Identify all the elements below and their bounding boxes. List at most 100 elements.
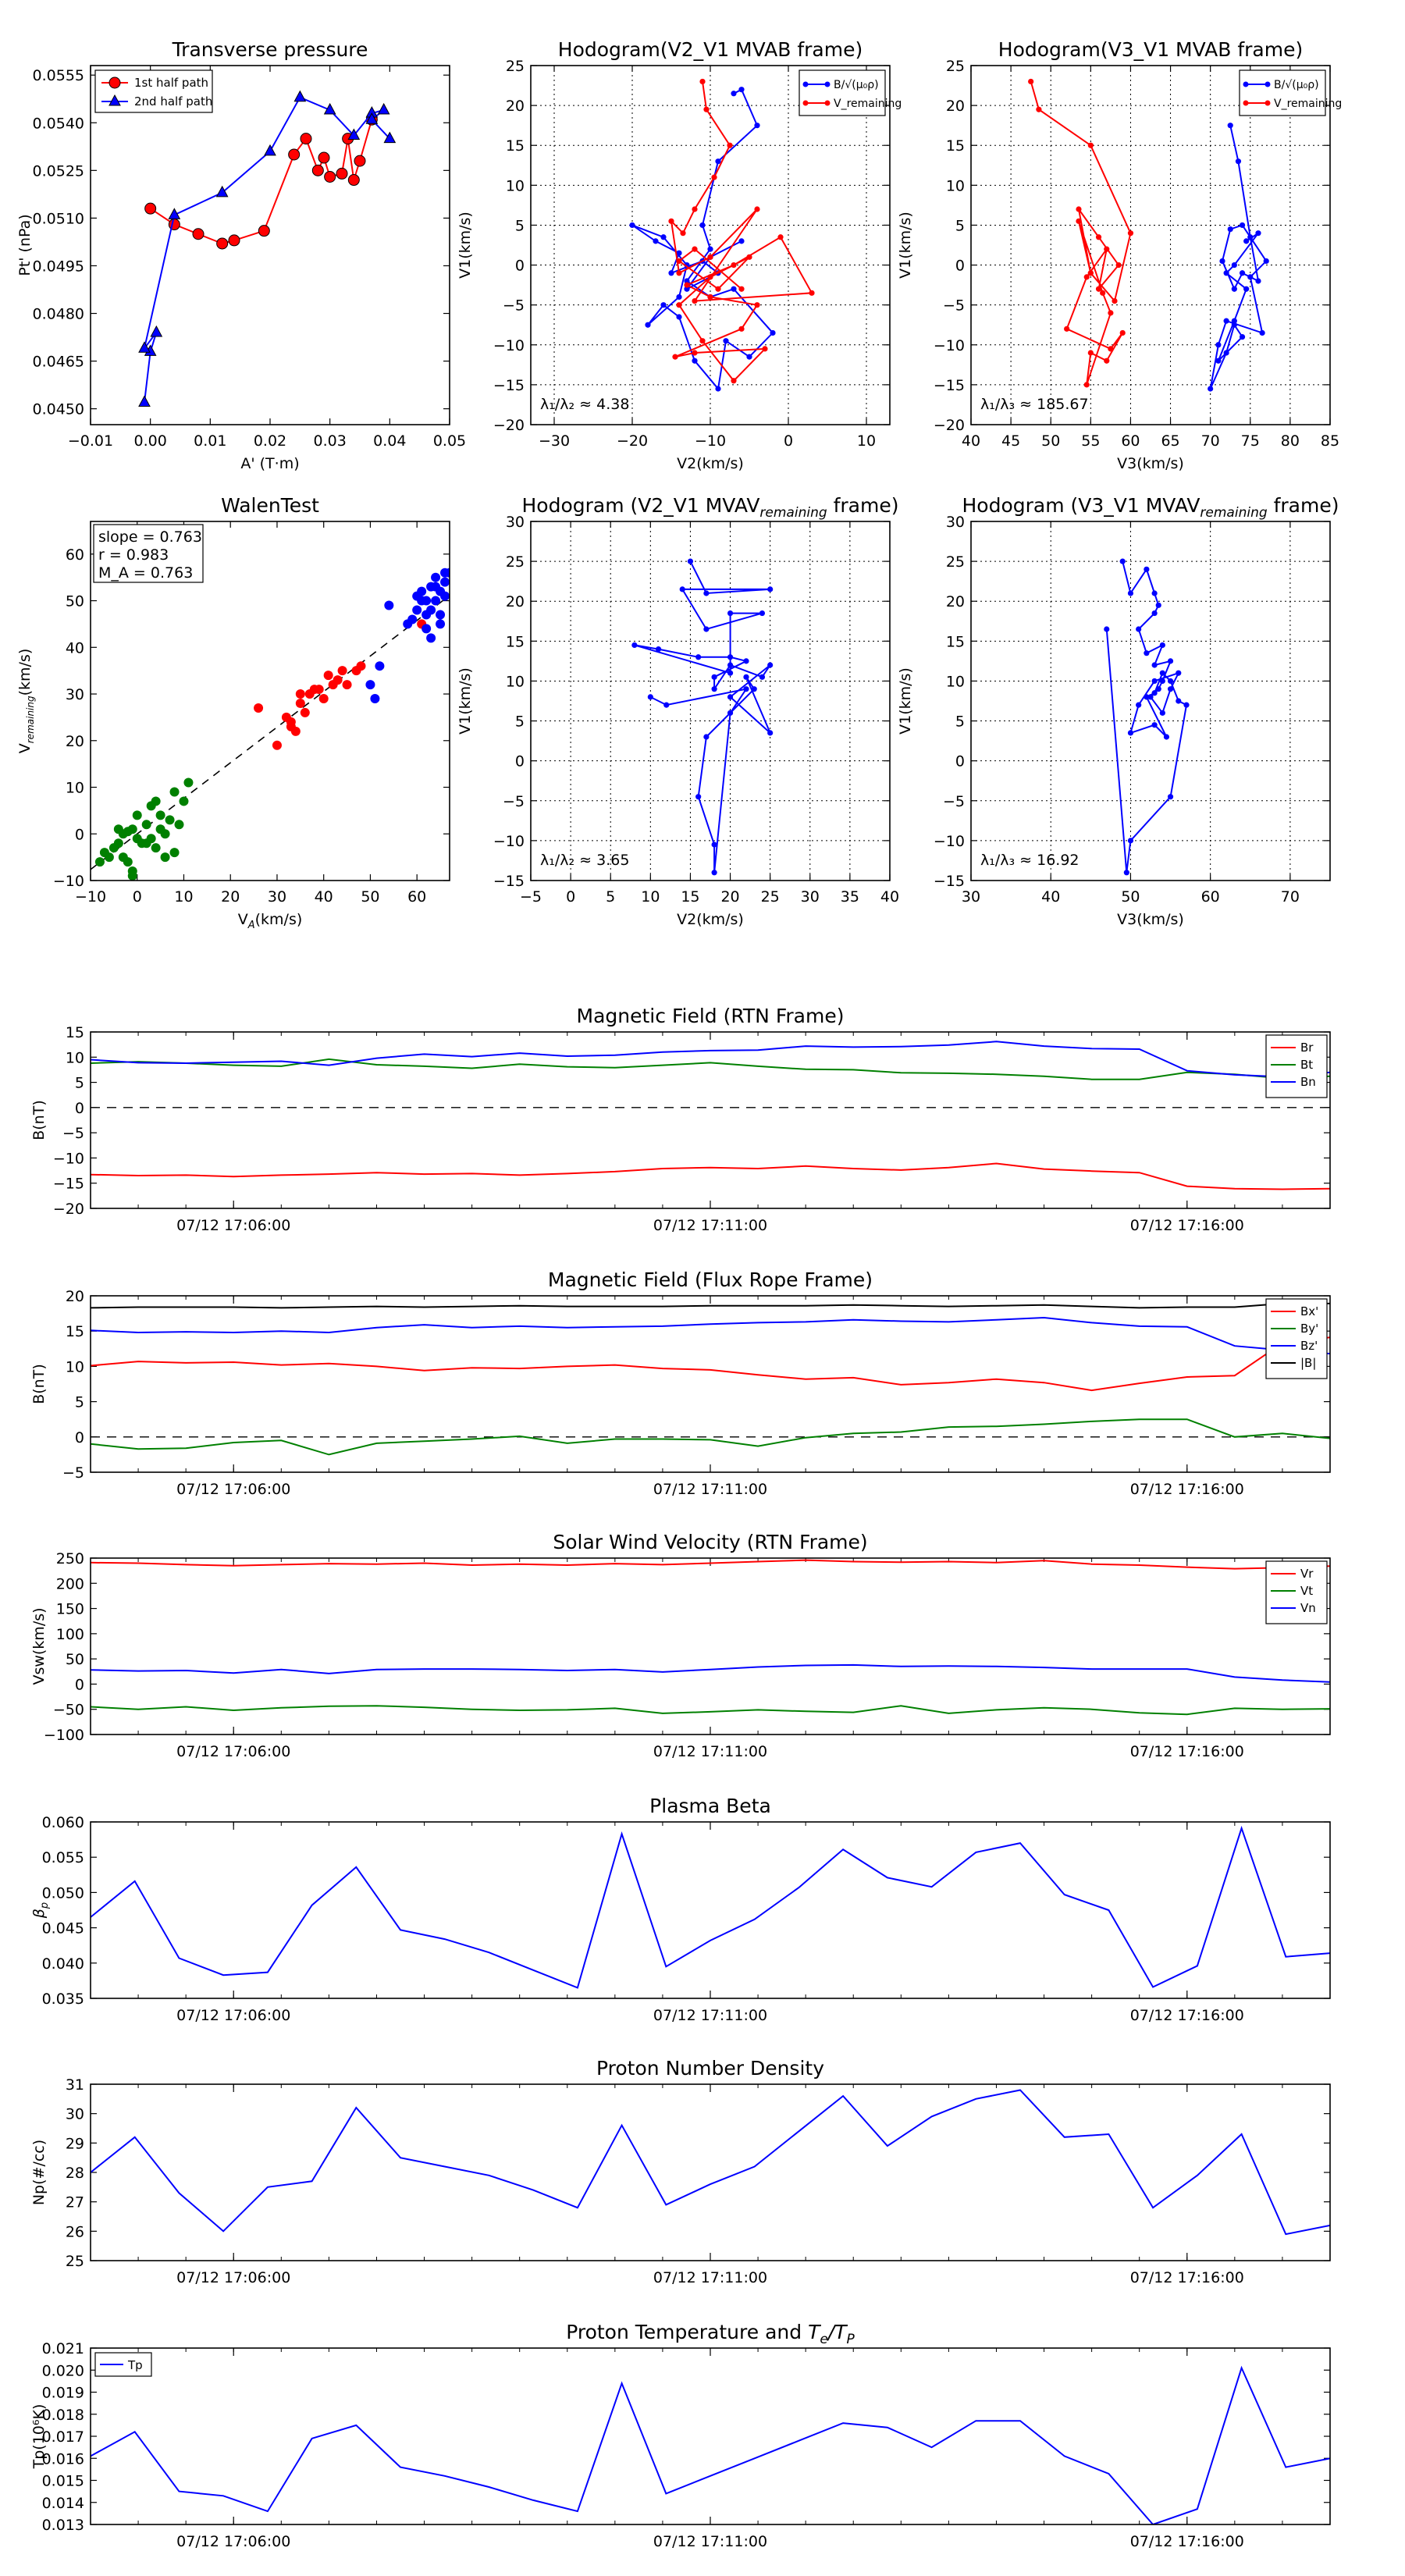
x-tick-label: 40 — [962, 432, 980, 450]
series-line-Bn — [91, 1041, 1330, 1078]
data-point — [1104, 358, 1110, 364]
label-part: β — [30, 1909, 48, 1919]
series-line-B — [1105, 560, 1188, 873]
data-point — [668, 270, 674, 276]
x-tick-label: 60 — [407, 888, 426, 906]
data-point — [192, 228, 205, 240]
y-axis-label: Pt' (nPa) — [16, 214, 34, 276]
y-axis-label: V1(km/s) — [457, 212, 474, 279]
x-tick-label: 30 — [268, 888, 286, 906]
plot-area — [1104, 558, 1190, 876]
data-point — [375, 661, 385, 671]
y-tick-label: 30 — [946, 514, 965, 531]
x-tick-label: 07/12 17:16:00 — [1130, 2533, 1244, 2550]
y-tick-label: 5 — [515, 217, 525, 234]
legend-label: Bz' — [1300, 1339, 1318, 1353]
y-tick-label: 150 — [56, 1601, 84, 1618]
x-tick-label: 20 — [720, 888, 739, 906]
data-point — [1176, 698, 1182, 704]
legend-marker — [108, 76, 121, 89]
data-point — [1147, 694, 1154, 700]
data-point — [1151, 722, 1158, 728]
data-point — [692, 358, 698, 364]
data-point — [1104, 246, 1110, 252]
data-point — [113, 838, 123, 849]
data-point — [707, 254, 713, 260]
y-tick-label: 20 — [66, 1288, 84, 1305]
data-point — [1231, 318, 1237, 324]
plot-area — [91, 2089, 1330, 2236]
data-point — [288, 148, 301, 161]
data-point — [738, 286, 745, 292]
y-tick-label: 20 — [946, 98, 965, 115]
panel-np: Proton Number Density 25 26 27 28 29 30 31 07/12… — [30, 2057, 1331, 2286]
data-point — [1119, 558, 1126, 564]
y-tick-label: 0.013 — [42, 2517, 84, 2534]
title-subscript: remaining — [1200, 505, 1267, 521]
data-point — [342, 680, 352, 690]
y-tick-label: 0.021 — [42, 2340, 84, 2357]
stats-line: r = 0.983 — [98, 546, 169, 564]
data-point — [1155, 686, 1161, 692]
series-line-V_remaining — [1030, 81, 1132, 386]
data-point — [695, 654, 702, 660]
x-tick-label: 0 — [784, 432, 793, 450]
x-tick-label: 07/12 17:11:00 — [653, 2533, 767, 2550]
legend-label: B/√(μ₀ρ) — [1274, 79, 1319, 91]
data-point — [365, 112, 379, 124]
data-point — [1208, 386, 1214, 392]
x-tick-label: 07/12 17:06:00 — [176, 2007, 290, 2024]
legend-label: Bx' — [1300, 1304, 1318, 1318]
data-point — [727, 142, 733, 148]
y-axis-label: Vremaining(km/s) — [16, 649, 36, 754]
data-point — [668, 218, 674, 224]
x-tick-label: 20 — [221, 888, 240, 906]
data-point — [746, 254, 752, 260]
data-point — [1259, 329, 1265, 336]
data-point — [215, 185, 229, 197]
y-tick-label: 0 — [515, 753, 525, 770]
title-part: /T — [827, 2321, 848, 2343]
x-tick-label: 07/12 17:16:00 — [1130, 1481, 1244, 1498]
legend-marker — [1264, 81, 1271, 87]
data-point — [314, 685, 324, 695]
data-point — [127, 824, 137, 834]
legend-label: Vr — [1300, 1567, 1314, 1581]
legend-label: By' — [1300, 1322, 1318, 1336]
data-point — [323, 671, 333, 681]
x-axis-label: A' (T·m) — [240, 455, 299, 472]
x-tick-label: 07/12 17:06:00 — [176, 1481, 290, 1498]
data-point — [727, 694, 734, 700]
data-point — [660, 234, 667, 240]
x-tick-label: 0.03 — [314, 432, 347, 450]
y-tick-label: 26 — [66, 2223, 84, 2240]
series-line-Np — [91, 2089, 1330, 2236]
data-point — [1151, 678, 1158, 685]
data-point — [767, 662, 774, 668]
y-tick-label: 10 — [946, 177, 965, 194]
data-point — [384, 600, 394, 610]
data-point — [300, 133, 312, 145]
axes-frame — [530, 521, 891, 881]
data-point — [731, 91, 737, 97]
x-tick-label: −5 — [520, 888, 542, 906]
data-point — [440, 591, 450, 601]
chart-title: Magnetic Field (Flux Rope Frame) — [548, 1268, 873, 1291]
data-point — [1119, 329, 1126, 336]
data-point — [703, 626, 710, 632]
data-point — [1076, 206, 1082, 212]
data-point — [370, 694, 380, 704]
x-tick-label: 70 — [1281, 888, 1300, 906]
y-tick-label: 0.014 — [42, 2495, 84, 2512]
y-tick-label: −5 — [503, 297, 525, 315]
data-point — [1176, 670, 1182, 676]
data-point — [1159, 710, 1165, 716]
x-tick-label: 40 — [880, 888, 899, 906]
x-tick-label: 70 — [1201, 432, 1220, 450]
x-tick-label: 35 — [841, 888, 859, 906]
y-tick-label: −100 — [44, 1727, 84, 1744]
data-point — [1087, 142, 1094, 148]
y-tick-label: −15 — [493, 873, 525, 890]
y-axis-label: Tp(10⁶K) — [30, 2404, 48, 2470]
axes-frame — [90, 1295, 1331, 1473]
